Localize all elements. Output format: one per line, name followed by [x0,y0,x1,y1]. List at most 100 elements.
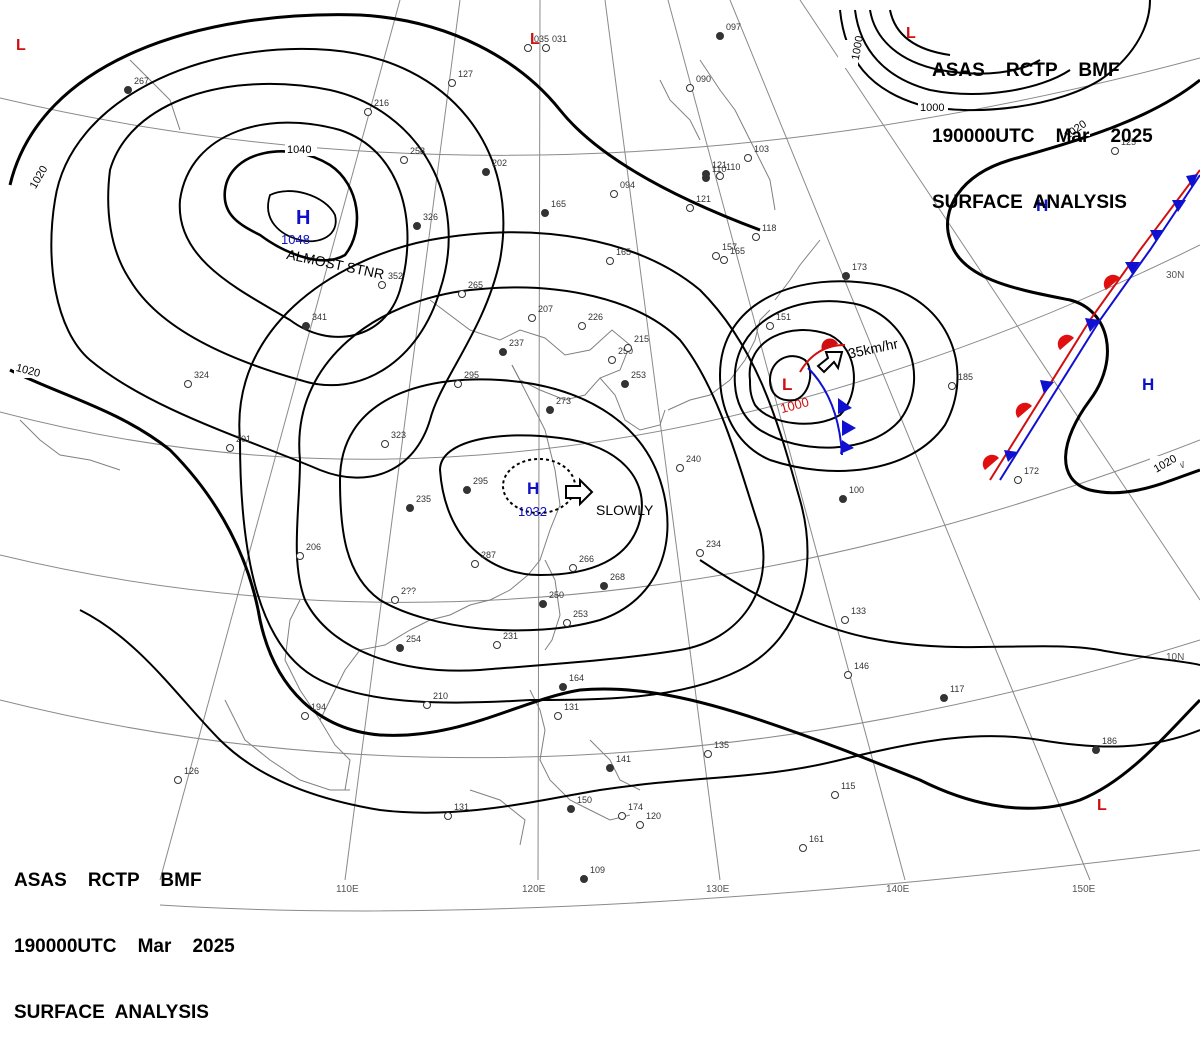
station-pressure-label: 216 [374,98,389,108]
station-marker [391,596,399,604]
station-marker [752,233,760,241]
station-pressure-label: 127 [458,69,473,79]
station-marker [458,290,466,298]
station-marker [621,380,629,388]
station-pressure-label: 125 [1121,137,1136,147]
station-marker [444,812,452,820]
chart-header-top-right: ASAS RCTP BMF 190000UTC Mar 2025 SURFACE… [932,16,1153,236]
station-marker [600,582,608,590]
station-pressure-label: 268 [610,572,625,582]
station-pressure-label: 267 [134,76,149,86]
station-marker [716,32,724,40]
station-pressure-label: 174 [628,802,643,812]
station-pressure-label: 206 [306,542,321,552]
station-marker [124,86,132,94]
station-marker [302,322,310,330]
header-line-time: 190000UTC Mar 2025 [932,126,1153,147]
isobar-label-1000-top: 1000 [920,102,944,114]
station-pressure-label: 141 [616,754,631,764]
station-marker [454,380,462,388]
station-pressure-label: 202 [492,158,507,168]
station-marker [493,641,501,649]
station-marker [364,108,372,116]
station-pressure-label: 253 [631,370,646,380]
lon-label-120e: 120E [522,884,546,895]
station-marker [541,209,549,217]
station-pressure-label: 185 [958,372,973,382]
station-marker [1092,746,1100,754]
station-pressure-label: 295 [464,370,479,380]
high-symbol-ne: H [1036,196,1048,215]
station-marker [799,844,807,852]
station-pressure-label: 157 [722,242,737,252]
station-pressure-label: 273 [556,396,571,406]
station-marker [716,172,724,180]
station-marker [413,222,421,230]
low-symbol-nw-corner: L [16,37,26,54]
station-marker [539,600,547,608]
station-pressure-label: 103 [754,144,769,154]
station-marker [559,683,567,691]
lon-label-140e: 140E [886,884,910,895]
high-value-nw: 1048 [281,232,310,247]
station-pressure-label: 237 [509,338,524,348]
station-pressure-label: 258 [410,146,425,156]
station-pressure-label: 121 [712,160,727,170]
weather-chart-map: 110E 120E 130E 140E 150E 30N 20N 10N [0,0,1200,912]
station-pressure-label: 226 [588,312,603,322]
station-marker [618,812,626,820]
lon-label-150e: 150E [1072,884,1096,895]
station-pressure-label: 165 [730,246,745,256]
station-marker [528,314,536,322]
eastern-front [982,169,1200,481]
station-marker [686,84,694,92]
motion-arrow-slowly-icon [565,477,594,507]
header-line-agency: ASAS RCTP BMF [932,60,1120,81]
station-marker [841,616,849,624]
station-pressure-label: 173 [852,262,867,272]
station-pressure-label: 341 [312,312,327,322]
lat-label-10n: 10N [1166,652,1184,663]
station-marker [578,322,586,330]
station-marker [831,791,839,799]
station-marker [381,440,389,448]
station-pressure-label: 265 [468,280,483,290]
footer-line-agency: ASAS RCTP BMF [14,870,202,891]
station-marker [406,504,414,512]
station-marker [482,168,490,176]
station-marker [554,712,562,720]
low-symbol-se: L [1097,797,1107,814]
station-pressure-label: 133 [851,606,866,616]
latitude-lines [0,57,1200,912]
station-marker [463,486,471,494]
station-pressure-label: 150 [577,795,592,805]
station-pressure-label: 201 [236,434,251,444]
station-marker [624,344,632,352]
station-marker [546,406,554,414]
station-pressure-label: 207 [538,304,553,314]
station-marker [400,156,408,164]
station-marker [844,671,852,679]
station-marker [712,252,720,260]
station-pressure-label: 120 [646,811,661,821]
station-marker [569,564,577,572]
station-marker [542,44,550,52]
station-marker [766,322,774,330]
station-marker [676,464,684,472]
chart-header-bottom-left: ASAS RCTP BMF 190000UTC Mar 2025 SURFACE… [14,826,235,1046]
station-pressure-label: 118 [762,223,776,233]
isobar-labels: 1040 1020 1020 1000 1020 1020 1000 [14,35,1180,475]
footer-line-time: 190000UTC Mar 2025 [14,936,235,957]
low-symbol-ne: L [906,25,916,42]
low-symbol-north: L [530,31,540,48]
station-pressure-label: 215 [634,334,649,344]
station-pressure-label: 151 [776,312,791,322]
station-pressure-label: 240 [686,454,701,464]
isobar-label-1000-ne: 1000 [850,35,866,61]
station-pressure-label: 115 [841,781,855,791]
station-pressure-label: 146 [854,661,869,671]
station-marker [499,348,507,356]
lon-label-130e: 130E [706,884,730,895]
station-pressure-label: 121 [696,194,711,204]
station-pressure-label: 110 [712,164,726,174]
